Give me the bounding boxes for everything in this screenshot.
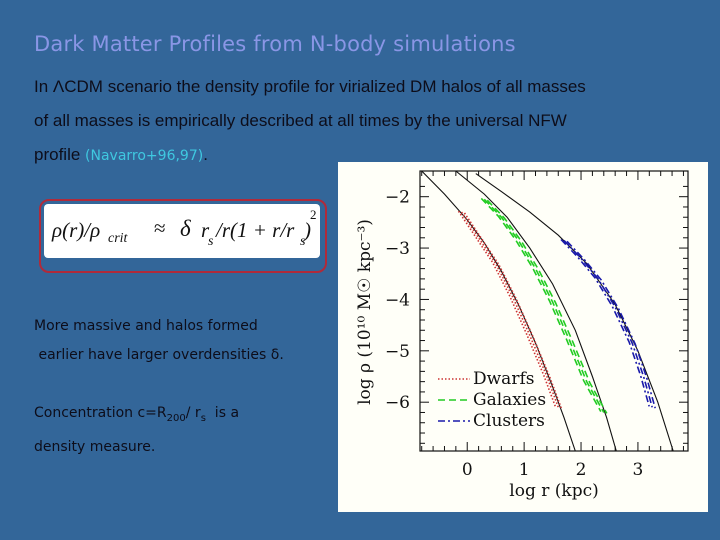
plot-frame xyxy=(419,170,689,452)
y-axis-label: log ρ (10¹⁰ M☉ kpc⁻³) xyxy=(355,219,375,405)
curve-clusters xyxy=(560,238,650,407)
curve-dwarfs xyxy=(460,211,560,408)
citation: (Navarro+96,97) xyxy=(85,148,204,164)
formula-approx: ≈ xyxy=(154,216,166,240)
formula-mid-sub: s xyxy=(300,234,306,249)
note-concentration: Concentration c=R200/ rs is a density me… xyxy=(34,399,239,462)
y-tick-label: −5 xyxy=(385,342,410,362)
plot-ticks xyxy=(420,171,688,451)
formula-power: 2 xyxy=(310,207,317,222)
nfw-formula: ρ(r)/ρ crit ≈ δ r s /r(1 + r/r s ) 2 xyxy=(44,204,320,258)
x-tick-label: 0 xyxy=(462,460,473,480)
curve-galaxies xyxy=(480,197,602,412)
note-overdensity-line-2: earlier have larger overdensities δ. xyxy=(34,347,284,363)
nfw-formula-box: ρ(r)/ρ crit ≈ δ r s /r(1 + r/r s ) 2 xyxy=(39,199,327,273)
note-overdensity: More massive and halos formed earlier ha… xyxy=(34,312,284,370)
concentration-prefix: Concentration c=R xyxy=(34,405,167,421)
slide-title: Dark Matter Profiles from N-body simulat… xyxy=(34,32,516,56)
intro-line-3: profile (Navarro+96,97). xyxy=(34,138,714,173)
x-tick-label: 1 xyxy=(519,460,530,480)
formula-lhs-sub: crit xyxy=(108,231,128,246)
formula-lhs: ρ(r)/ρ xyxy=(52,218,101,242)
curve-clusters xyxy=(563,239,653,408)
plot-tick-labels: 0 1 2 3 −2 −3 −4 −5 −6 xyxy=(385,188,643,480)
curve-galaxies xyxy=(486,199,608,414)
intro-line-3-text: profile xyxy=(34,145,86,164)
intro-paragraph: In ΛCDM scenario the density profile for… xyxy=(34,70,714,173)
y-tick-label: −6 xyxy=(385,393,410,413)
curve-galaxies xyxy=(483,198,605,413)
formula-delta: δ xyxy=(180,216,191,241)
curve-dwarfs xyxy=(463,212,563,409)
nfw-fit-curve xyxy=(475,173,674,451)
formula-r-sub: s xyxy=(208,234,214,249)
plot-curves xyxy=(421,171,674,451)
density-profile-chart: 0 1 2 3 −2 −3 −4 −5 −6 log r (kpc) log ρ (10¹⁰ M… xyxy=(355,170,689,501)
formula-r: r xyxy=(201,218,210,242)
legend-entry-dwarfs: Dwarfs xyxy=(473,369,534,389)
y-tick-label: −2 xyxy=(385,188,410,208)
intro-line-3-end: . xyxy=(203,145,208,164)
curve-dwarfs xyxy=(457,210,557,407)
x-axis-label: log r (kpc) xyxy=(509,481,598,501)
x-tick-label: 2 xyxy=(576,460,587,480)
intro-line-2: of all masses is empirically described a… xyxy=(34,111,567,130)
y-tick-label: −3 xyxy=(385,239,410,259)
concentration-sub-200: 200 xyxy=(166,412,186,424)
legend-entry-clusters: Clusters xyxy=(473,411,545,431)
concentration-mid: / r xyxy=(185,405,201,421)
note-concentration-line-2: density measure. xyxy=(34,438,156,455)
note-concentration-line-1: Concentration c=R200/ rs is a xyxy=(34,399,239,433)
density-profile-plot: 0 1 2 3 −2 −3 −4 −5 −6 log r (kpc) log ρ (10¹⁰ M… xyxy=(338,162,708,512)
formula-mid: /r(1 + r/r xyxy=(216,218,295,242)
x-tick-label: 3 xyxy=(633,460,644,480)
concentration-suffix: is a xyxy=(205,405,240,421)
note-overdensity-line-1: More massive and halos formed xyxy=(34,318,258,334)
legend-entry-galaxies: Galaxies xyxy=(473,390,546,410)
intro-line-1: In ΛCDM scenario the density profile for… xyxy=(34,77,586,96)
y-tick-label: −4 xyxy=(385,290,410,310)
concentration-sub-s: s xyxy=(200,412,206,424)
formula-close: ) xyxy=(304,218,311,242)
